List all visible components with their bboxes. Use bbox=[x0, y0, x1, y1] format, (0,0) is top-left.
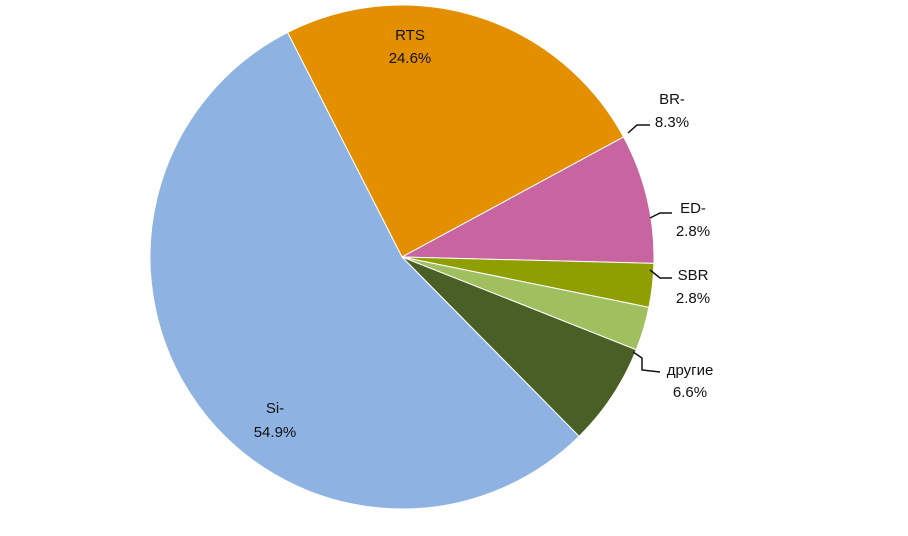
slice-value-label: 8.3% bbox=[655, 114, 689, 131]
slice-value-label: 24.6% bbox=[389, 50, 432, 67]
pie-slice-br bbox=[400, 136, 655, 264]
slice-name-label: RTS bbox=[395, 27, 425, 44]
slice-value-label: 6.6% bbox=[673, 384, 707, 401]
slice-value-label: 2.8% bbox=[676, 290, 710, 307]
leader-lines bbox=[627, 124, 672, 373]
pie-slices bbox=[149, 4, 655, 510]
slice-value-label: 2.8% bbox=[676, 223, 710, 240]
leader-line-ed bbox=[649, 212, 672, 219]
slice-name-label: SBR bbox=[678, 267, 709, 284]
leader-line-other-4 bbox=[632, 351, 661, 373]
pie-slice-si bbox=[149, 31, 580, 510]
slice-labels: RTS 24.6% BR- 8.3% ED- 2.8% SBR 2.8% другие 6.6% S… bbox=[254, 27, 714, 441]
leader-line-sbr bbox=[649, 269, 672, 279]
slice-name-label: ED- bbox=[680, 200, 706, 217]
slice-name-label: BR- bbox=[659, 91, 685, 108]
slice-name-label: другие bbox=[667, 362, 714, 379]
leader-line-br bbox=[627, 124, 650, 134]
pie-slice-rts bbox=[286, 4, 625, 258]
slice-value-label: 54.9% bbox=[254, 424, 297, 441]
slice-name-label: Si- bbox=[266, 400, 284, 417]
